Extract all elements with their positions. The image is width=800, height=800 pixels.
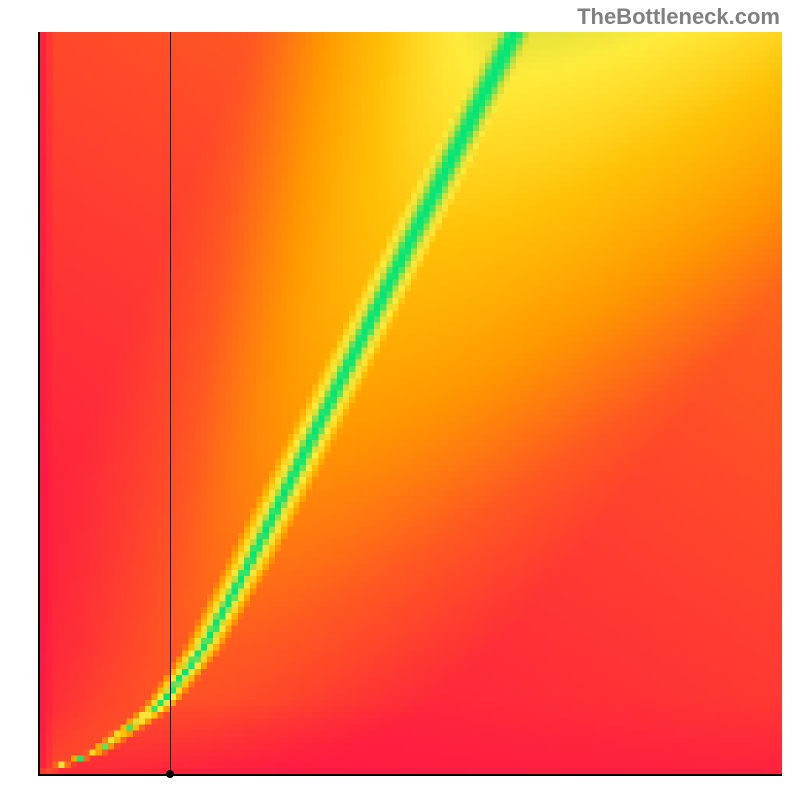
- crosshair-vertical-line: [170, 32, 171, 774]
- plot-axes-frame: [38, 32, 782, 776]
- watermark-text: TheBottleneck.com: [577, 4, 780, 30]
- crosshair-marker-dot: [166, 770, 174, 778]
